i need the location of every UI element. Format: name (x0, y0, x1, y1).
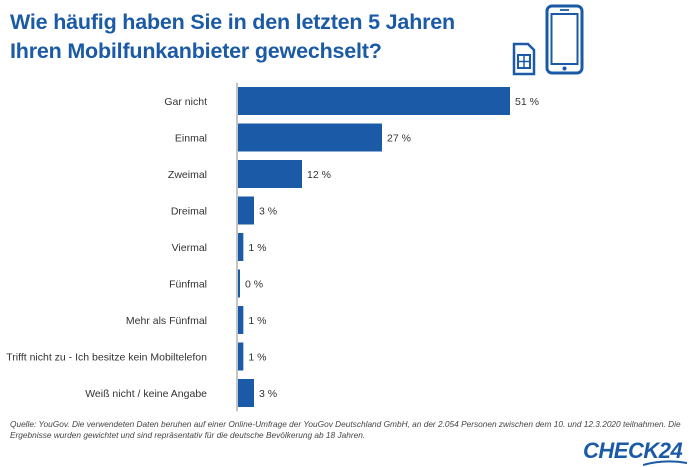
chart-title-line-1: Wie häufig haben Sie in den letzten 5 Ja… (10, 10, 455, 34)
category-label: Viermal (172, 242, 207, 254)
category-label: Weiß nicht / keine Angabe (85, 388, 207, 400)
bar (238, 233, 244, 261)
source-note: Quelle: YouGov. Die verwendeten Daten be… (10, 419, 681, 440)
logo-swoosh-icon (643, 460, 687, 466)
bar (238, 269, 240, 298)
bar (238, 306, 244, 334)
category-label: Mehr als Fünfmal (126, 315, 207, 327)
value-label: 27 % (387, 133, 411, 145)
bar (238, 123, 382, 152)
smartphone-icon (545, 4, 584, 75)
value-label: 1 % (248, 242, 266, 254)
logo-text: CHECK24 (583, 438, 683, 463)
value-label: 12 % (307, 169, 331, 181)
category-label: Gar nicht (164, 96, 207, 108)
value-label: 0 % (245, 279, 263, 291)
category-label: Trifft nicht zu - Ich besitze kein Mobil… (6, 352, 207, 364)
value-label: 3 % (259, 206, 277, 218)
bar (238, 160, 302, 188)
bar (238, 342, 244, 371)
bar (238, 87, 510, 115)
check24-logo: CHECK24 (583, 438, 687, 466)
value-label: 1 % (248, 352, 266, 364)
chart-title: Wie häufig haben Sie in den letzten 5 Ja… (10, 8, 510, 66)
category-label: Fünfmal (169, 279, 207, 291)
chart-title-line-2: Ihren Mobilfunkanbieter gewechselt? (10, 39, 382, 63)
value-label: 51 % (515, 96, 539, 108)
category-label: Einmal (175, 133, 207, 145)
category-label: Zweimal (168, 169, 207, 181)
category-label: Dreimal (171, 206, 207, 218)
value-label: 3 % (259, 388, 277, 400)
sim-card-icon (512, 42, 536, 76)
phone-icons (512, 4, 584, 76)
bar (238, 379, 254, 407)
value-label: 1 % (248, 315, 266, 327)
bar (238, 196, 254, 225)
